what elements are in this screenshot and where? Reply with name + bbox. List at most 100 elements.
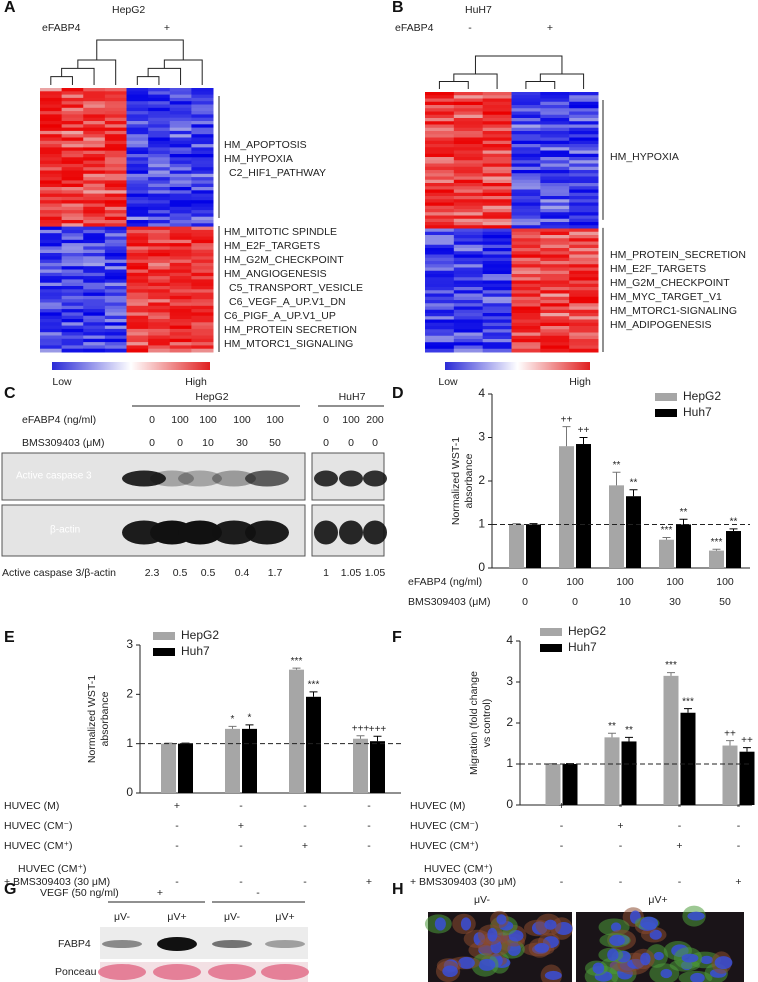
heatmap-cell xyxy=(126,312,149,317)
row-value: - xyxy=(303,820,307,832)
heatmap-cell xyxy=(169,246,192,251)
heatmap-cell xyxy=(126,305,149,310)
heatmap-cell xyxy=(61,256,84,261)
heatmap-cell xyxy=(169,266,192,270)
heatmap-cell xyxy=(511,264,541,268)
error-bar xyxy=(743,747,751,752)
heatmap-cell xyxy=(126,243,149,247)
heatmap-cell xyxy=(83,114,106,119)
heatmap-cell xyxy=(191,216,214,221)
heatmap-cell xyxy=(453,228,484,233)
heatmap-cell xyxy=(148,312,171,317)
heatmap-cell xyxy=(569,92,599,96)
y-tick-label: 4 xyxy=(478,386,485,400)
heatmap-cell xyxy=(511,173,541,177)
y-axis-label: Normalized WST-1 xyxy=(450,437,462,525)
heatmap-cell xyxy=(453,267,484,272)
heatmap-cell xyxy=(104,190,127,195)
blot-band xyxy=(339,470,363,487)
heatmap-cell xyxy=(169,322,192,327)
heatmap-cell xyxy=(453,296,484,301)
condition: + xyxy=(157,887,163,899)
heatmap-cell xyxy=(61,226,84,231)
heatmap-cell xyxy=(482,163,512,168)
heatmap-cell xyxy=(569,111,599,116)
heatmap-cell xyxy=(569,173,599,177)
heatmap-cell xyxy=(425,140,455,145)
heatmap-cell xyxy=(104,279,127,284)
heatmap-cell xyxy=(104,180,127,185)
row-label: + BMS309403 (30 μM) xyxy=(410,876,516,888)
heatmap-cell xyxy=(126,88,149,92)
heatmap-cell xyxy=(453,280,484,285)
significance: *** xyxy=(665,660,677,671)
heatmap-cell xyxy=(104,253,127,257)
heatmap-cell xyxy=(191,223,214,228)
row-value: + xyxy=(558,800,564,812)
heatmap-cell xyxy=(453,150,484,155)
heatmap-cell xyxy=(425,296,455,301)
heatmap-cell xyxy=(169,279,192,284)
heatmap-cell xyxy=(511,248,541,252)
row-value: + xyxy=(302,840,308,852)
heatmap-cell xyxy=(453,114,484,119)
heatmap-cell xyxy=(540,134,570,138)
heatmap-cell xyxy=(482,134,512,138)
heatmap-cell xyxy=(104,173,127,178)
heatmap-cell xyxy=(104,210,127,214)
heatmap-cell xyxy=(148,249,171,254)
error-bar xyxy=(608,732,616,738)
heatmap-cell xyxy=(511,95,541,99)
heatmap-cell xyxy=(104,91,127,96)
heatmap-cell xyxy=(61,239,84,244)
heatmap-cell xyxy=(540,166,570,171)
nucleus xyxy=(478,958,496,971)
heatmap-cell xyxy=(511,322,541,327)
heatmap-cell xyxy=(83,319,106,323)
panel-label: H xyxy=(392,881,404,898)
heatmap-cell xyxy=(40,328,63,333)
heatmap-cell xyxy=(40,213,63,218)
heatmap-cell xyxy=(511,293,541,298)
heatmap-cell xyxy=(40,91,63,96)
heatmap-cell xyxy=(453,153,484,158)
heatmap-cell xyxy=(40,220,63,224)
heatmap-cell xyxy=(482,244,512,249)
heatmap-cell xyxy=(482,225,512,229)
heatmap-cell xyxy=(126,190,149,195)
heatmap-cell xyxy=(540,345,570,350)
heatmap-cell xyxy=(540,101,570,106)
heatmap-cell xyxy=(482,137,512,142)
heatmap-cell xyxy=(148,213,171,218)
scale-high: High xyxy=(569,376,591,388)
heatmap-cell xyxy=(40,249,63,254)
heatmap-cell xyxy=(169,200,192,204)
heatmap-cell xyxy=(540,105,570,109)
heatmap-cell xyxy=(425,118,455,122)
heatmap-cell xyxy=(425,303,455,307)
heatmap-cell xyxy=(61,328,84,333)
heatmap-cell xyxy=(83,107,106,112)
heatmap-cell xyxy=(83,322,106,327)
heatmap-cell xyxy=(104,137,127,142)
heatmap-cell xyxy=(104,121,127,125)
heatmap-cell xyxy=(83,269,106,274)
significance: *** xyxy=(661,525,673,536)
heatmap-cell xyxy=(61,104,84,109)
heatmap-cell xyxy=(191,233,214,237)
legend-label: HepG2 xyxy=(181,628,219,642)
heatmap-cell xyxy=(61,200,84,204)
heatmap-cell xyxy=(169,220,192,224)
heatmap-cell xyxy=(40,190,63,195)
heatmap-cell xyxy=(191,299,214,303)
heatmap-cell xyxy=(126,266,149,270)
nucleus xyxy=(700,955,714,965)
heatmap-cell xyxy=(61,193,84,198)
heatmap-cell xyxy=(569,189,599,194)
blot-band xyxy=(178,520,222,545)
nucleus xyxy=(458,956,475,969)
heatmap-cell xyxy=(453,147,484,151)
heatmap-cell xyxy=(169,272,192,277)
heatmap-cell xyxy=(104,200,127,204)
